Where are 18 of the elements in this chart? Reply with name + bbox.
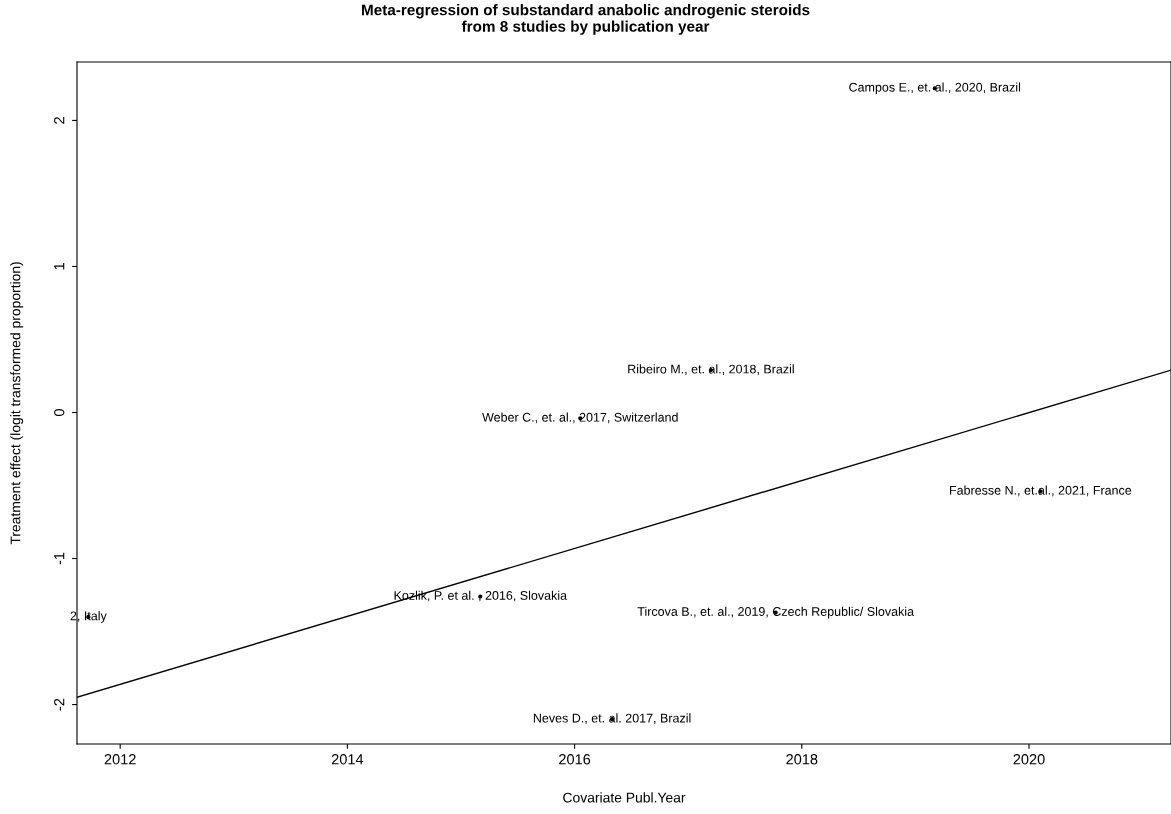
y-tick-label: 1 xyxy=(54,263,65,270)
y-tick-label: 0 xyxy=(54,409,65,416)
y-tick-label: 2 xyxy=(54,117,65,124)
x-axis-title: Covariate Publ.Year xyxy=(563,792,686,803)
y-axis-title: Treatment effect (logit transformed proportion) xyxy=(10,262,24,545)
x-tick-label: 2020 xyxy=(1013,754,1045,765)
annotation: Campos E., et. al., 2020, Brazil xyxy=(849,82,1021,95)
chart-title: Meta-regression of substandard anabolic androgenic steroids from 8 studies by publication year xyxy=(361,4,810,35)
annotation: Fabresse N., et.al., 2021, France xyxy=(950,485,1132,497)
annotation: Weber C., et. al., 2017, Switzerland xyxy=(482,412,678,424)
y-tick-label: -2 xyxy=(54,698,65,711)
x-tick-label: 2016 xyxy=(559,754,591,765)
annotation: Tircova B., et. al., 2019, Czech Republic/ Slovakia xyxy=(637,606,915,619)
point xyxy=(478,594,483,599)
y-tick-label: -1 xyxy=(54,552,65,565)
x-tick-label: 2014 xyxy=(331,754,364,765)
x-tick-label: 2018 xyxy=(786,754,818,765)
x-tick-label: 2012 xyxy=(104,754,136,765)
